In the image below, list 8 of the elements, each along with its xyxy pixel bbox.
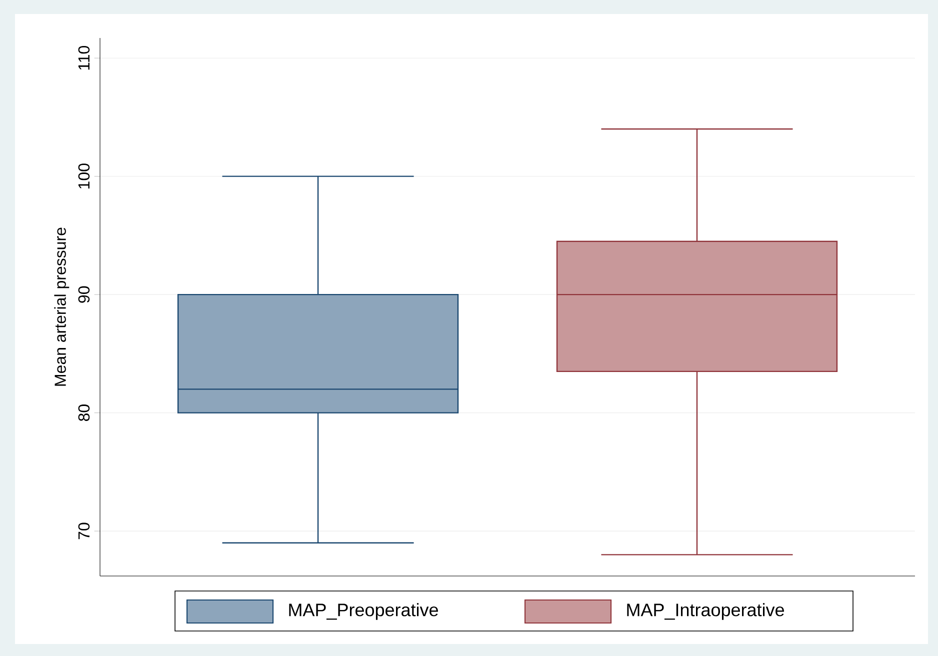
y-tick-label: 100 bbox=[78, 164, 90, 188]
y-axis-title: Mean arterial pressure bbox=[54, 228, 70, 386]
y-tick-label: 110 bbox=[78, 46, 90, 70]
y-tick-label: 90 bbox=[78, 286, 90, 303]
legend-label: MAP_Preoperative bbox=[289, 603, 438, 620]
legend-label: MAP_Intraoperative bbox=[627, 603, 784, 620]
y-tick-label: 70 bbox=[78, 522, 90, 540]
y-tick-label: 80 bbox=[78, 404, 90, 422]
